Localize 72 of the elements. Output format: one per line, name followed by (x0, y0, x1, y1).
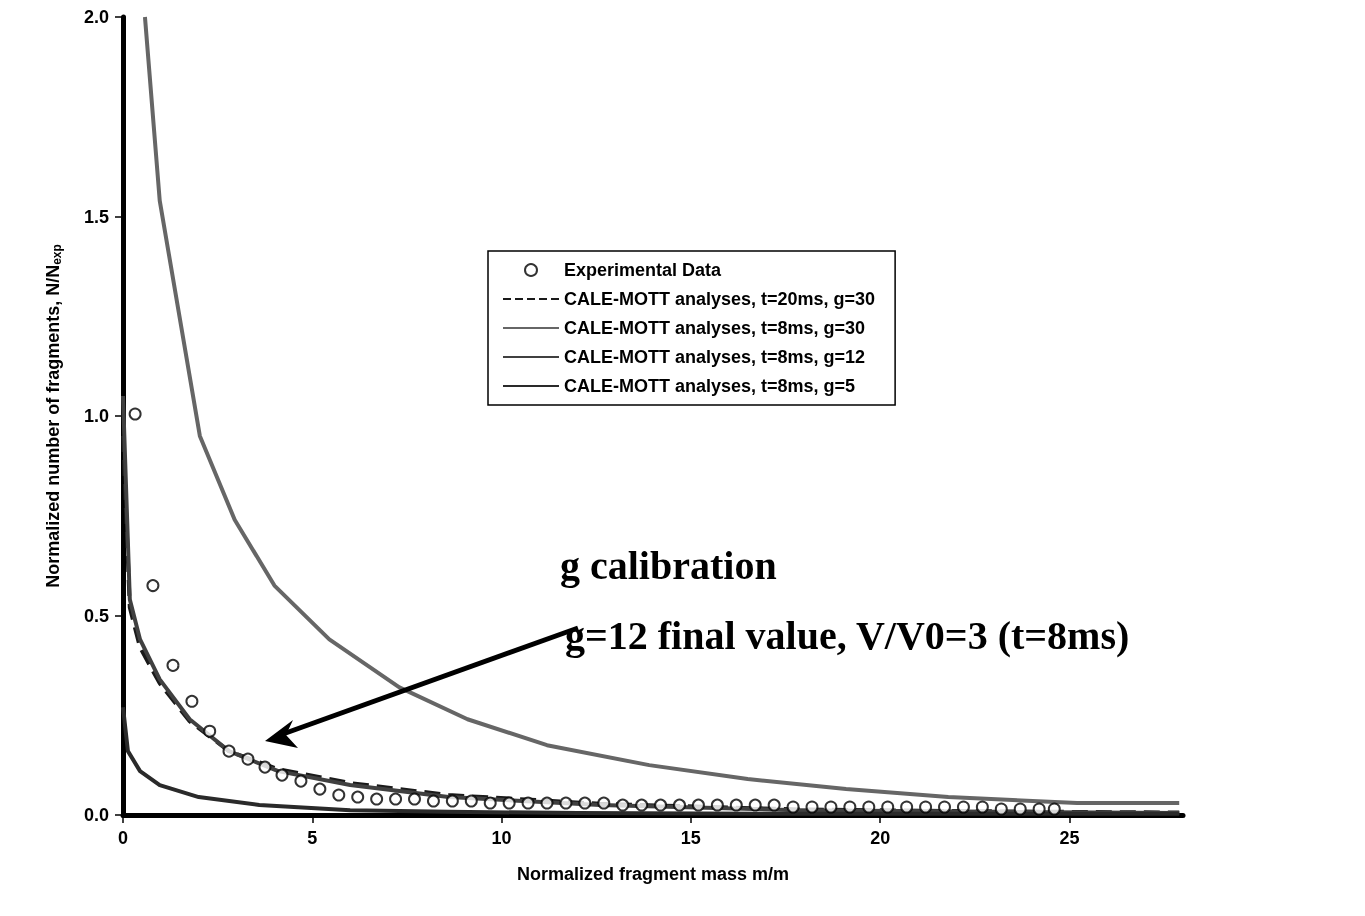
point (128, 407, 142, 421)
point (994, 802, 1008, 816)
x-tick-label: 5 (307, 828, 318, 848)
point (464, 794, 478, 808)
x-tick-label: 0 (117, 828, 129, 848)
legend-label: Experimental Data (564, 260, 723, 280)
point (938, 800, 951, 814)
x-tick-label: 25 (1059, 828, 1080, 848)
point (426, 794, 440, 808)
point (616, 798, 630, 812)
point (1013, 802, 1027, 816)
annotation: g=12 final value, V/V0=3 (t=8ms) (565, 612, 1130, 658)
point (654, 798, 668, 812)
point (203, 724, 217, 738)
point (389, 792, 403, 806)
point (408, 792, 421, 806)
point (351, 790, 365, 804)
point (370, 792, 384, 806)
point (843, 800, 857, 814)
point (975, 800, 989, 814)
point (540, 796, 554, 810)
point (241, 752, 255, 766)
point (521, 796, 535, 810)
point (578, 796, 592, 810)
point (1047, 802, 1061, 816)
annotation: g calibration (560, 542, 777, 588)
y-axis-title: Normalized number of fragments, N/Nexp (43, 244, 64, 588)
point (294, 774, 308, 788)
x-tick-label: 15 (680, 828, 701, 848)
point (673, 798, 686, 812)
point (710, 798, 724, 812)
point (313, 782, 327, 796)
x-axis-title: Normalized fragment mass m/m (516, 864, 790, 884)
point (597, 796, 611, 810)
point (635, 798, 649, 812)
point (559, 796, 573, 810)
point (956, 800, 970, 814)
point (691, 798, 705, 812)
point (862, 800, 876, 814)
point (166, 658, 180, 672)
legend-label: CALE-MOTT analyses, t=8ms, g=5 (564, 376, 856, 396)
point (222, 744, 236, 758)
point (258, 760, 272, 774)
x-tick-label: 20 (870, 828, 891, 848)
point (786, 800, 800, 814)
point (185, 694, 199, 708)
x-tick-label: 10 (491, 828, 512, 848)
y-tick-label: 0.5 (83, 605, 109, 626)
point (900, 800, 914, 814)
point (919, 800, 933, 814)
point (1032, 802, 1046, 816)
y-tick-label: 1.5 (83, 206, 109, 227)
legend-label: CALE-MOTT analyses, t=8ms, g=30 (564, 318, 866, 338)
point (824, 800, 838, 814)
y-tick-label: 1.0 (83, 406, 109, 426)
point (332, 788, 346, 802)
point (275, 768, 289, 782)
point (881, 800, 895, 814)
point (483, 796, 497, 810)
point (502, 796, 516, 810)
y-tick-label: 2.0 (83, 7, 109, 27)
point (748, 798, 762, 812)
point (146, 579, 160, 593)
point (767, 798, 781, 812)
legend-label: CALE-MOTT analyses, t=8ms, g=12 (564, 347, 866, 367)
legend-label: CALE-MOTT analyses, t=20ms, g=30 (564, 289, 876, 309)
point (445, 794, 459, 808)
point (729, 798, 743, 812)
point (805, 800, 819, 814)
line-series (142, 15, 1182, 806)
y-tick-label: 0.0 (83, 805, 109, 825)
line-series (121, 705, 1182, 816)
